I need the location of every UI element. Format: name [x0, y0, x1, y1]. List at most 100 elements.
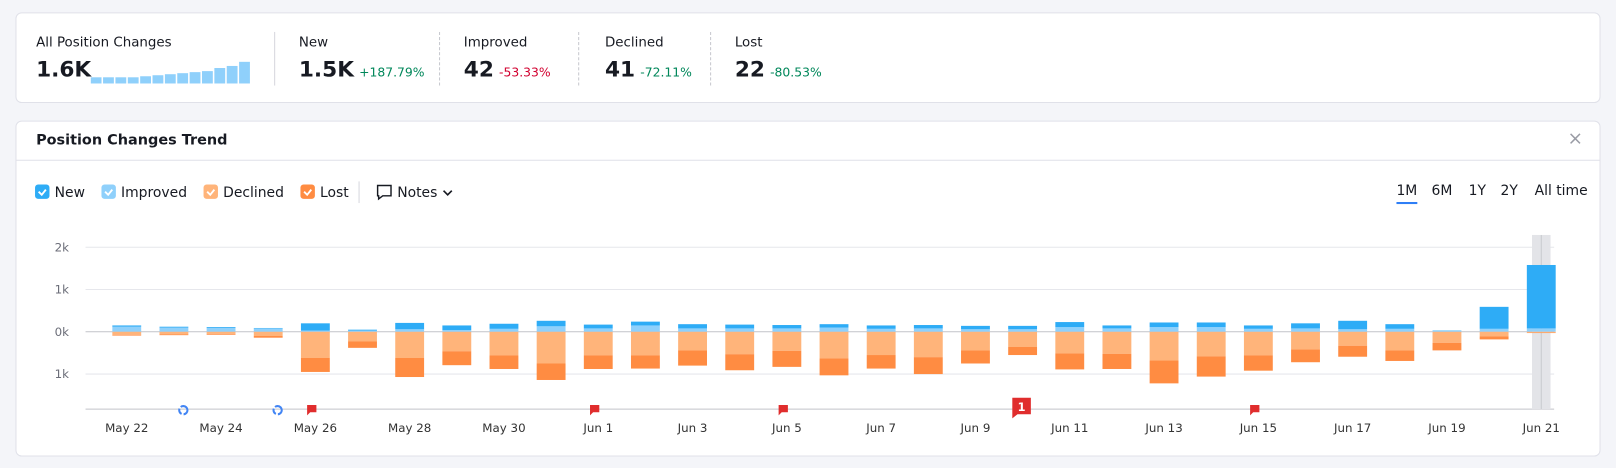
range-button[interactable]: 2Y [1501, 183, 1519, 199]
bar-segment [1338, 329, 1368, 332]
legend-label[interactable]: New [55, 185, 85, 201]
note-flag[interactable] [307, 405, 317, 416]
range-button[interactable]: 1Y [1469, 183, 1487, 199]
x-tick-label: Jun 13 [1144, 421, 1182, 435]
bar-segment [866, 355, 896, 369]
bar-segment [1291, 349, 1320, 363]
note-flag[interactable] [590, 405, 600, 416]
y-tick-label: 1k [55, 367, 70, 381]
bar-segment [206, 333, 236, 335]
bar-segment [678, 324, 707, 329]
range-button[interactable]: 1M [1396, 183, 1417, 199]
x-tick-label: May 30 [482, 421, 525, 435]
card-label: New [298, 35, 329, 51]
bar-segment [1338, 331, 1368, 346]
bar-segment [1102, 353, 1132, 369]
legend-label[interactable]: Declined [223, 185, 284, 201]
bar-segment [112, 331, 142, 335]
bar-segment [206, 331, 236, 334]
legend-checkbox[interactable] [203, 184, 218, 199]
card-change: -72.11% [640, 64, 692, 80]
range-button[interactable]: 6M [1432, 183, 1453, 199]
bar-segment [583, 328, 613, 332]
bar-segment [725, 324, 755, 329]
x-tick-label: Jun 19 [1427, 421, 1465, 435]
bar-segment [772, 350, 802, 367]
bar-segment [442, 351, 472, 366]
bar-segment [1149, 327, 1179, 332]
bar-segment [159, 327, 189, 332]
sparkline-bar [226, 65, 238, 84]
bar-segment [725, 354, 755, 371]
bar-segment [1432, 331, 1462, 343]
summary-card: All Position Changes 1.6K New 1.5K +187.79… [15, 12, 1601, 104]
legend-checkbox[interactable] [101, 184, 116, 199]
sparkline-bar [90, 77, 102, 84]
bar-segment [1291, 328, 1320, 332]
bar-segment [1055, 331, 1085, 354]
x-tick-label: Jun 21 [1522, 421, 1560, 435]
bar-segment [678, 331, 707, 351]
sparkline-bar [127, 77, 139, 84]
card-change: -53.33% [499, 64, 551, 80]
legend-checkbox[interactable] [35, 184, 50, 199]
bar-segment [159, 331, 189, 335]
card-value-row: 22 -80.53% [735, 57, 822, 82]
bar-segment [1243, 331, 1273, 356]
sparkline-bar [103, 77, 114, 84]
bar-segment [112, 325, 142, 327]
bar-segment [442, 325, 472, 331]
card-label: Lost [734, 35, 763, 51]
bar-segment [1291, 331, 1320, 350]
bar-segment [1055, 327, 1085, 332]
range-button[interactable]: All time [1535, 183, 1588, 199]
bar-segment [1008, 331, 1038, 348]
note-flag[interactable] [778, 405, 788, 416]
bar-segment [206, 327, 236, 332]
bar-segment [112, 326, 142, 332]
sparkline-bar [214, 68, 226, 84]
card-value: 42 [463, 56, 494, 82]
bar-segment [1243, 355, 1273, 371]
note-badge[interactable] [1012, 397, 1031, 419]
x-tick-label: May 26 [294, 421, 337, 435]
divider [578, 31, 580, 86]
notes-button[interactable]: Notes [397, 185, 437, 201]
bar-segment [253, 328, 283, 332]
sparkline-bar [152, 75, 164, 84]
bar-segment [1479, 306, 1509, 329]
legend-label[interactable]: Improved [121, 185, 187, 201]
note-badge-count: 1 [1018, 400, 1026, 414]
bar-segment [1102, 331, 1132, 354]
bar-segment [961, 325, 990, 330]
card-label: Declined [604, 35, 664, 51]
legend-label[interactable]: Lost [320, 185, 349, 201]
bar-segment [961, 331, 990, 351]
sparkline-bar [189, 72, 201, 84]
bar-segment [630, 321, 660, 326]
card-value-row: 42 -53.33% [464, 57, 551, 82]
bar-segment [1385, 350, 1415, 361]
close-button[interactable]: × [1567, 127, 1584, 150]
bar-segment [772, 328, 802, 332]
bar-segment [1149, 360, 1179, 384]
bar-segment [300, 330, 330, 332]
bar-segment [442, 331, 472, 352]
bar-segment [678, 350, 707, 366]
legend-check [37, 189, 47, 197]
legend-checkbox[interactable] [300, 184, 315, 199]
bar-segment [395, 357, 425, 378]
bar-segment [913, 357, 943, 375]
x-tick-label: Jun 17 [1333, 421, 1371, 435]
bar-segment [489, 323, 519, 329]
bar-segment [1479, 331, 1509, 337]
note-flag[interactable] [1250, 405, 1260, 416]
x-tick-label: May 24 [199, 421, 242, 435]
notes-icon [376, 184, 392, 201]
bar-segment [300, 331, 330, 358]
bar-segment [1385, 328, 1415, 332]
bar-segment [819, 327, 849, 332]
legend-check [206, 189, 216, 197]
bar-segment [112, 334, 142, 336]
